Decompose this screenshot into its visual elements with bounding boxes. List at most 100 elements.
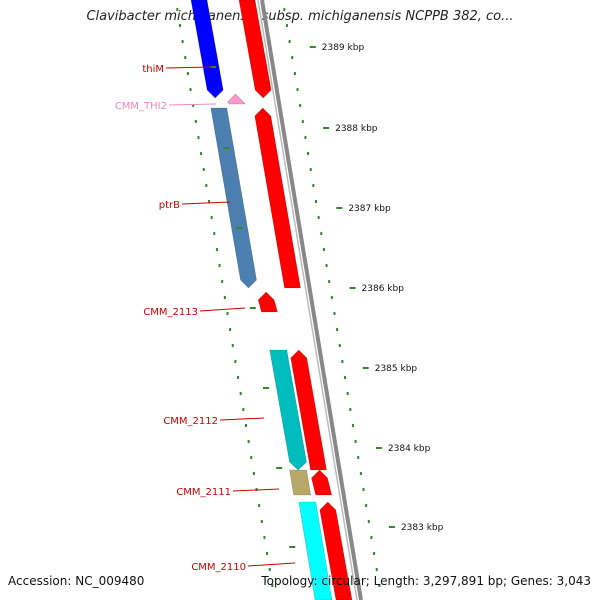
minor-tick — [373, 552, 376, 555]
backbone-line — [260, 0, 363, 600]
minor-tick — [330, 296, 333, 299]
minor-tick-inner — [237, 376, 240, 379]
minor-tick-inner — [218, 264, 221, 267]
minor-tick-inner — [189, 88, 192, 91]
gene-leader-line — [181, 201, 231, 205]
minor-tick — [307, 152, 310, 155]
gene-feature-cmm-2112[interactable] — [269, 349, 307, 471]
minor-tick — [315, 200, 317, 203]
tick-label: 2384 kbp — [388, 444, 431, 454]
minor-tick — [304, 136, 307, 139]
gene-feature-cmm-2113[interactable] — [257, 291, 278, 313]
minor-tick — [291, 56, 294, 59]
minor-tick-inner — [266, 552, 269, 555]
minor-tick — [344, 376, 347, 379]
gene-label[interactable]: CMM_2112 — [163, 416, 218, 427]
minor-tick-inner — [223, 296, 226, 299]
minor-tick-inner — [215, 248, 218, 251]
cds-ptrb[interactable] — [254, 107, 301, 289]
minor-tick-inner — [231, 344, 234, 347]
gene-label[interactable]: CMM_2110 — [191, 562, 246, 573]
tick-label: 2389 kbp — [322, 43, 365, 53]
minor-tick — [296, 88, 299, 91]
minor-tick — [317, 216, 320, 219]
minor-tick — [336, 328, 339, 331]
backbone-ring — [257, 0, 363, 600]
minor-tick — [351, 424, 354, 427]
minor-tick-inner — [178, 24, 181, 27]
minor-tick — [359, 472, 362, 475]
tick-label: 2385 kbp — [375, 364, 418, 374]
gene-feature-cmm-thi2[interactable] — [227, 93, 246, 105]
minor-tick — [362, 488, 365, 491]
tick-label: 2387 kbp — [348, 204, 391, 214]
minor-tick-inner — [247, 440, 250, 443]
minor-tick-inner — [194, 120, 197, 123]
minor-tick — [285, 24, 288, 27]
minor-tick — [365, 504, 368, 507]
minor-tick — [370, 536, 373, 539]
minor-tick-inner — [210, 216, 213, 219]
gene-label[interactable]: CMM_THI2 — [115, 101, 167, 112]
minor-tick-inner — [250, 456, 253, 459]
cds-cmm-2110[interactable] — [319, 501, 353, 600]
cds-thim[interactable] — [238, 0, 272, 99]
cds-cmm-2112[interactable] — [290, 349, 327, 471]
minor-tick-inner — [200, 152, 203, 155]
gene-feature-thim[interactable] — [190, 0, 224, 99]
tick-track: 2389 kbp 2388 kbp 2387 kbp 2386 kbp 2385 kbp… — [176, 8, 444, 587]
minor-tick — [322, 248, 325, 251]
minor-tick-inner — [229, 328, 232, 331]
minor-tick-inner — [268, 568, 271, 571]
gene-label[interactable]: CMM_2113 — [143, 307, 198, 318]
gene-feature-ptrb[interactable] — [210, 107, 257, 289]
cds-cmm-2111[interactable] — [311, 469, 333, 496]
minor-tick — [357, 456, 360, 459]
minor-tick-inner — [252, 472, 255, 475]
minor-tick — [375, 568, 378, 571]
gene-leader-line — [168, 103, 217, 106]
minor-tick-inner — [213, 232, 216, 235]
minor-tick — [312, 184, 315, 187]
minor-tick-inner — [192, 104, 195, 107]
minor-tick-inner — [244, 424, 247, 427]
gene-feature-cmm-2110[interactable] — [298, 501, 333, 600]
gene-leader-line — [199, 307, 246, 312]
minor-tick-inner — [226, 312, 229, 315]
minor-tick — [325, 264, 328, 267]
minor-tick — [283, 8, 286, 11]
gene-label[interactable]: CMM_2111 — [176, 487, 231, 498]
gene-feature-cmm-2111[interactable] — [289, 469, 312, 496]
gene-labels: thiM CMM_THI2 ptrB CMM_2113 CMM_2112 CMM_2111… — [115, 64, 296, 573]
minor-tick-inner — [258, 504, 261, 507]
minor-tick — [349, 408, 352, 411]
feature-tracks — [190, 0, 353, 600]
genome-summary: Topology: circular; Length: 3,297,891 bp… — [261, 574, 591, 588]
tick-label: 2388 kbp — [335, 124, 378, 134]
minor-tick-inner — [197, 136, 200, 139]
minor-tick — [320, 232, 323, 235]
minor-tick — [288, 40, 291, 43]
minor-tick-inner — [221, 280, 224, 283]
minor-tick-inner — [234, 360, 237, 363]
gene-label[interactable]: thiM — [142, 64, 164, 75]
gene-label[interactable]: ptrB — [159, 200, 180, 211]
gene-leader-line — [247, 562, 296, 567]
minor-tick — [378, 584, 381, 587]
minor-tick-inner — [271, 584, 274, 587]
minor-tick-inner — [205, 184, 208, 187]
minor-tick-inner — [184, 56, 187, 59]
minor-tick — [341, 360, 344, 363]
backbone-edge — [257, 0, 358, 600]
minor-tick-inner — [202, 168, 205, 171]
minor-tick-inner — [260, 520, 263, 523]
minor-tick — [367, 520, 370, 523]
gene-leader-line — [219, 417, 265, 421]
minor-tick-inner — [242, 408, 245, 411]
minor-tick-inner — [176, 8, 179, 11]
gene-leader-line — [165, 66, 213, 69]
map-title: Clavibacter michiganensis subsp. michiga… — [86, 9, 514, 24]
minor-tick-inner — [239, 392, 242, 395]
minor-tick-inner — [263, 536, 266, 539]
